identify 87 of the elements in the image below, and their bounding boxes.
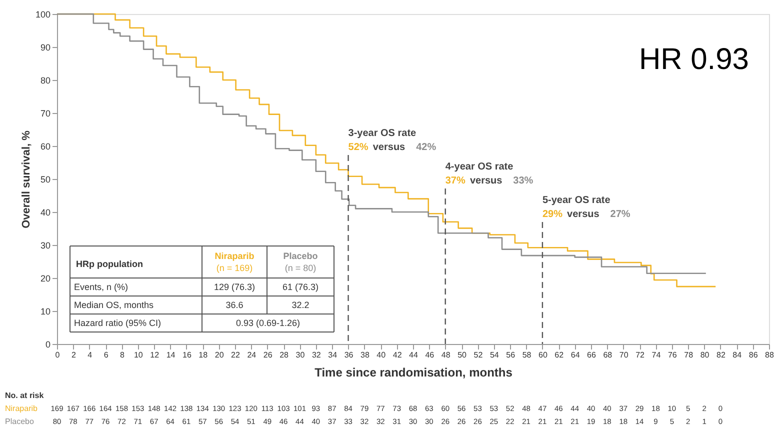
x-tick-label: 22 [231, 350, 240, 360]
x-tick-label: 82 [716, 350, 726, 360]
x-tick-label: 88 [765, 350, 774, 360]
annotation: 33% [513, 176, 534, 186]
y-tick-label: 0 [45, 340, 50, 350]
x-tick-label: 18 [198, 350, 208, 360]
y-tick-label: 100 [35, 10, 50, 20]
x-tick-label: 68 [603, 350, 613, 360]
annotation: 32.2 [292, 300, 310, 310]
x-tick-label: 46 [425, 350, 435, 360]
y-tick-label: 40 [40, 208, 50, 218]
x-tick-label: 16 [182, 350, 192, 360]
x-tick-label: 24 [247, 350, 257, 360]
annotation: (n = 169) [216, 263, 253, 273]
x-tick-label: 54 [490, 350, 500, 360]
x-tick-label: 44 [409, 350, 418, 360]
x-tick-label: 52 [474, 350, 484, 360]
y-tick-label: 50 [40, 174, 50, 184]
y-axis-title: Overall survival, % [20, 130, 32, 228]
x-tick-label: 6 [104, 350, 109, 360]
x-tick-label: 64 [570, 350, 580, 360]
x-tick-label: 28 [280, 350, 290, 360]
annotation: Events, n (%) [74, 282, 128, 292]
x-axis-title: Time since randomisation, months [314, 366, 513, 380]
annotation: 61 (76.3) [282, 282, 319, 292]
annotation: versus [470, 176, 503, 186]
x-tick-label: 34 [328, 350, 338, 360]
annotation: HR 0.93 [638, 43, 749, 76]
x-tick-label: 14 [166, 350, 176, 360]
text: Niraparib [214, 251, 255, 261]
text: No. at risk [5, 391, 44, 400]
y-tick-label: 10 [40, 306, 50, 316]
x-tick-label: 66 [587, 350, 596, 360]
annotation: 0.93 (0.69-1.26) [236, 318, 300, 328]
x-tick-label: 36 [344, 350, 354, 360]
x-tick-label: 8 [120, 350, 125, 360]
x-tick-label: 62 [554, 350, 564, 360]
x-tick-label: 58 [522, 350, 532, 360]
y-tick-label: 70 [40, 108, 50, 118]
annotation: 42% [416, 142, 436, 153]
x-tick-label: 30 [296, 350, 306, 360]
annotation: 36.6 [226, 300, 244, 310]
x-tick-label: 2 [71, 350, 76, 360]
ref-line-label: 4-year OS rate [445, 162, 514, 172]
ref-line-label: 5-year OS rate [542, 195, 611, 206]
y-tick-label: 80 [40, 76, 50, 86]
x-tick-label: 78 [684, 350, 694, 360]
x-tick-label: 60 [538, 350, 548, 360]
x-tick-label: 38 [360, 350, 370, 360]
annotation: versus [567, 209, 600, 220]
y-tick-label: 60 [40, 142, 50, 152]
annotation: (n = 80) [284, 263, 316, 273]
annotation: HRp population [76, 259, 143, 269]
x-tick-label: 0 [55, 350, 60, 360]
x-tick-label: 32 [312, 350, 322, 360]
annotation: Hazard ratio (95% CI) [74, 318, 162, 328]
x-tick-label: 12 [150, 350, 160, 360]
x-tick-label: 42 [392, 350, 402, 360]
annotation: 29% [542, 209, 563, 220]
x-tick-label: 4 [88, 350, 93, 360]
y-tick-label: 30 [40, 240, 50, 250]
x-tick-label: 10 [134, 350, 144, 360]
annotation: versus [372, 142, 406, 153]
x-tick-label: 48 [441, 350, 451, 360]
annotation: 27% [610, 209, 630, 220]
x-tick-label: 56 [506, 350, 516, 360]
x-tick-label: 74 [652, 350, 662, 360]
annotation: 37% [445, 176, 466, 186]
x-tick-label: 86 [748, 350, 758, 360]
text: Placebo [283, 251, 318, 261]
text: Placebo [5, 417, 34, 426]
x-tick-label: 84 [732, 350, 742, 360]
text: Niraparib [5, 404, 38, 413]
x-tick-label: 76 [668, 350, 678, 360]
x-tick-label: 40 [376, 350, 386, 360]
annotation: 129 (76.3) [214, 282, 256, 292]
annotation: Median OS, months [74, 300, 154, 310]
ref-line-label: 3-year OS rate [348, 128, 417, 139]
x-tick-label: 20 [214, 350, 224, 360]
y-tick-label: 20 [40, 274, 50, 284]
x-tick-label: 50 [458, 350, 468, 360]
x-tick-label: 70 [619, 350, 629, 360]
x-tick-label: 72 [636, 350, 646, 360]
x-tick-label: 80 [700, 350, 710, 360]
annotation: 52% [348, 142, 368, 153]
x-tick-label: 26 [263, 350, 273, 360]
y-tick-label: 90 [40, 42, 50, 52]
